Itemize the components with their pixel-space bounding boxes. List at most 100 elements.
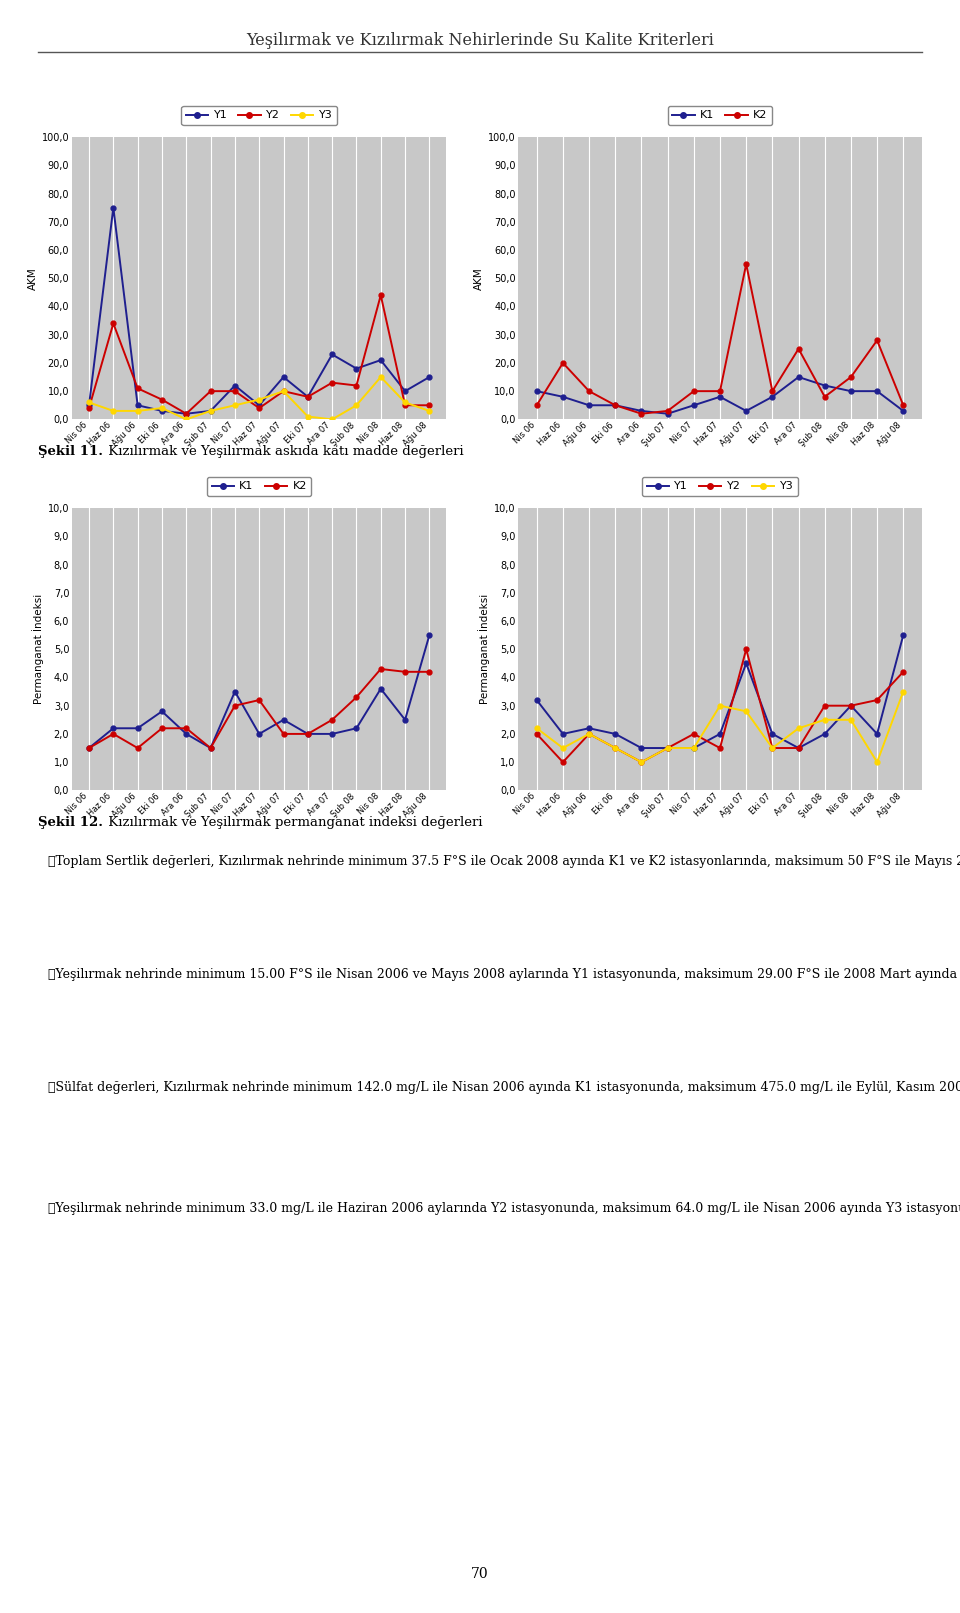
- Y2: [132, 379, 143, 398]
- Y2: [108, 315, 119, 334]
- Text: Kızılırmak ve Yeşilırmak askıda katı madde değerleri: Kızılırmak ve Yeşilırmak askıda katı mad…: [104, 445, 464, 458]
- K2: [793, 339, 804, 358]
- Y2: [872, 690, 883, 710]
- Text: Kızılırmak ve Yeşilırmak permanganat indeksi değerleri: Kızılırmak ve Yeşilırmak permanganat ind…: [104, 816, 482, 829]
- K1: [423, 626, 435, 645]
- Text: 70: 70: [471, 1566, 489, 1581]
- Y-axis label: AKM: AKM: [28, 266, 37, 290]
- K2: [156, 719, 168, 739]
- K1: [375, 679, 387, 698]
- Y2: [740, 640, 752, 660]
- Y1: [661, 739, 673, 758]
- K2: [688, 382, 700, 402]
- Y3: [740, 702, 752, 721]
- Text: Yeşilırmak nehrinde minimum 33.0 mg/L ile Haziran 2006 aylarında Y2 istasyonunda: Yeşilırmak nehrinde minimum 33.0 mg/L il…: [48, 1202, 960, 1215]
- Line: Y3: Y3: [86, 374, 432, 423]
- Y-axis label: Permanganat İndeksi: Permanganat İndeksi: [478, 594, 490, 705]
- K2: [423, 661, 435, 681]
- Y3: [229, 395, 241, 415]
- Y1: [108, 198, 119, 218]
- Legend: K1, K2: K1, K2: [207, 477, 311, 495]
- Y2: [845, 697, 856, 716]
- K1: [229, 682, 241, 702]
- Y1: [326, 345, 338, 365]
- K2: [898, 395, 909, 415]
- Y1: [688, 739, 700, 758]
- Y3: [108, 402, 119, 421]
- Line: Y3: Y3: [535, 689, 905, 765]
- Y3: [326, 410, 338, 429]
- Y1: [872, 724, 883, 744]
- Y3: [819, 710, 830, 729]
- K2: [180, 719, 192, 739]
- Y-axis label: Permanganat İndeksi: Permanganat İndeksi: [32, 594, 43, 705]
- Y1: [253, 395, 265, 415]
- Y1: [180, 405, 192, 424]
- Y2: [688, 724, 700, 744]
- K1: [661, 405, 673, 424]
- Y3: [584, 724, 595, 744]
- K1: [898, 402, 909, 421]
- K2: [636, 405, 647, 424]
- K1: [793, 368, 804, 387]
- Y2: [793, 739, 804, 758]
- Y3: [845, 710, 856, 729]
- K2: [872, 331, 883, 350]
- Line: Y1: Y1: [535, 632, 905, 750]
- Y2: [156, 390, 168, 410]
- Y2: [253, 398, 265, 418]
- K1: [584, 395, 595, 415]
- K1: [204, 739, 216, 758]
- Y3: [180, 410, 192, 429]
- Line: K1: K1: [86, 632, 432, 750]
- K1: [636, 402, 647, 421]
- K2: [845, 368, 856, 387]
- Line: Y2: Y2: [535, 647, 905, 765]
- Y1: [740, 653, 752, 673]
- K2: [277, 724, 289, 744]
- K2: [253, 690, 265, 710]
- Text: Şekil 11.: Şekil 11.: [38, 445, 104, 458]
- K2: [584, 382, 595, 402]
- K1: [302, 724, 314, 744]
- Text: Yeşilırmak ve Kızılırmak Nehirlerinde Su Kalite Kriterleri: Yeşilırmak ve Kızılırmak Nehirlerinde Su…: [246, 32, 714, 50]
- Y3: [204, 402, 216, 421]
- K1: [531, 382, 542, 402]
- K2: [819, 387, 830, 406]
- Y3: [636, 752, 647, 773]
- Y3: [767, 739, 779, 758]
- Y1: [636, 739, 647, 758]
- K2: [740, 255, 752, 274]
- Y2: [531, 724, 542, 744]
- Y1: [819, 724, 830, 744]
- Y2: [84, 398, 95, 418]
- Y2: [204, 382, 216, 402]
- Line: K1: K1: [535, 374, 905, 416]
- Y1: [375, 350, 387, 369]
- Y3: [277, 382, 289, 402]
- Y1: [714, 724, 726, 744]
- Y1: [793, 739, 804, 758]
- K2: [610, 395, 621, 415]
- Y3: [531, 719, 542, 739]
- Line: K2: K2: [535, 261, 905, 416]
- Y2: [277, 382, 289, 402]
- K1: [180, 724, 192, 744]
- Y2: [898, 661, 909, 681]
- Y1: [277, 368, 289, 387]
- K1: [253, 724, 265, 744]
- K2: [132, 739, 143, 758]
- K1: [714, 387, 726, 406]
- Y3: [557, 739, 568, 758]
- Text: Şekil 12.: Şekil 12.: [38, 816, 104, 829]
- Text: Toplam Sertlik değerleri, Kızılırmak nehrinde minimum 37.5 F°S ile Ocak 2008 ayı: Toplam Sertlik değerleri, Kızılırmak neh…: [48, 855, 960, 868]
- Y3: [793, 719, 804, 739]
- Y2: [375, 286, 387, 305]
- Y3: [253, 390, 265, 410]
- Y2: [714, 739, 726, 758]
- Y1: [531, 690, 542, 710]
- Y1: [156, 402, 168, 421]
- Y1: [557, 724, 568, 744]
- Y1: [584, 719, 595, 739]
- Text: Yeşilırmak nehrinde minimum 15.00 F°S ile Nisan 2006 ve Mayıs 2008 aylarında Y1 : Yeşilırmak nehrinde minimum 15.00 F°S il…: [48, 968, 960, 981]
